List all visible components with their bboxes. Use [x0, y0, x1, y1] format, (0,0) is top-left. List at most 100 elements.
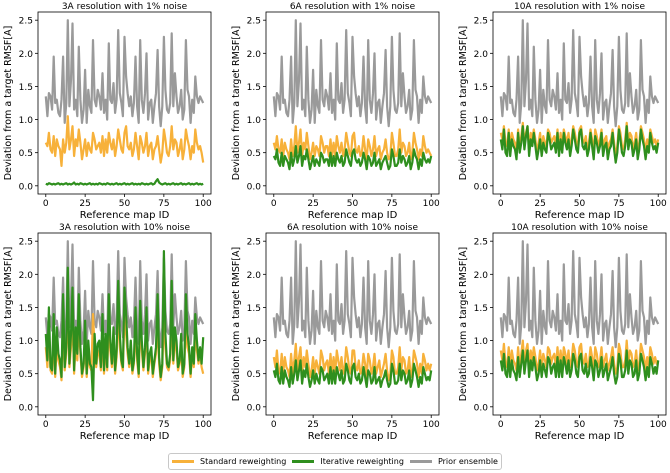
- y-tick-label: 0.5: [247, 149, 261, 159]
- legend-entry-iterative: Iterative reweighting: [292, 457, 404, 466]
- x-tick-label: 0: [43, 199, 49, 209]
- y-tick-label: 0.0: [247, 403, 262, 413]
- y-tick-label: 1.5: [19, 83, 33, 93]
- legend-label-prior: Prior ensemble: [437, 457, 498, 466]
- x-tick-label: 75: [158, 199, 169, 209]
- y-tick-label: 2.5: [474, 17, 488, 27]
- x-tick-label: 25: [307, 420, 318, 430]
- y-tick-label: 0.5: [247, 370, 261, 380]
- y-tick-label: 0.0: [247, 182, 262, 192]
- series-line-prior-ensemble: [272, 19, 433, 128]
- legend-label-standard: Standard reweighting: [200, 457, 287, 466]
- legend-swatch-iterative: [292, 460, 315, 463]
- x-tick-label: 0: [43, 420, 49, 430]
- x-tick-label: 50: [574, 420, 586, 430]
- x-tick-label: 100: [650, 420, 667, 430]
- y-tick-label: 0.5: [474, 149, 488, 159]
- y-tick-label: 1.0: [19, 116, 34, 126]
- x-tick-label: 50: [347, 199, 359, 209]
- panel-4: 3A resolution with 10% noise 0.0 0.5 1.0 1.5…: [3, 223, 212, 442]
- series-line-prior-ensemble: [44, 19, 205, 128]
- y-axis-label: Deviation from a target RMSF[A]: [3, 247, 14, 402]
- series-line-prior-ensemble: [272, 240, 433, 349]
- y-tick-label: 2.0: [19, 271, 34, 281]
- legend-entry-standard: Standard reweighting: [172, 457, 286, 466]
- x-tick-label: 100: [195, 420, 212, 430]
- y-tick-label: 0.0: [19, 182, 34, 192]
- y-tick-label: 2.5: [19, 238, 33, 248]
- y-axis-label: Deviation from a target RMSF[A]: [458, 26, 469, 181]
- y-tick-label: 0.5: [19, 370, 33, 380]
- x-axis-label: Reference map ID: [535, 210, 625, 221]
- series-line-iterative-reweighting: [44, 250, 205, 402]
- y-tick-label: 0.0: [19, 403, 34, 413]
- panel-title: 6A resolution with 1% noise: [290, 2, 416, 12]
- series-line-iterative-reweighting: [499, 349, 660, 385]
- x-tick-label: 25: [79, 199, 90, 209]
- x-axis-label: Reference map ID: [80, 210, 170, 221]
- x-tick-label: 25: [79, 420, 90, 430]
- legend: Standard reweighting Iterative reweighti…: [168, 453, 502, 470]
- panel-title: 3A resolution with 1% noise: [62, 2, 188, 12]
- series-line-prior-ensemble: [499, 240, 660, 349]
- x-tick-label: 75: [158, 420, 169, 430]
- y-tick-label: 2.5: [19, 17, 33, 27]
- series-line-standard-reweighting: [272, 125, 433, 161]
- panel-1: 3A resolution with 1% noise 0.0 0.5 1.0 1.5 2…: [3, 2, 212, 221]
- x-tick-label: 100: [650, 199, 667, 209]
- panel-6: 10A resolution with 10% noise 0.0 0.5 1.0 1.…: [458, 223, 667, 442]
- legend-swatch-prior: [409, 460, 432, 463]
- y-tick-label: 1.5: [247, 83, 261, 93]
- panel-title: 10A resolution with 1% noise: [514, 2, 646, 12]
- x-tick-label: 75: [613, 199, 624, 209]
- y-tick-label: 1.0: [19, 337, 34, 347]
- series-line-iterative-reweighting: [499, 125, 660, 164]
- x-tick-label: 100: [195, 199, 212, 209]
- x-tick-label: 75: [613, 420, 624, 430]
- x-tick-label: 25: [534, 199, 545, 209]
- y-tick-label: 0.5: [474, 370, 488, 380]
- panel-title: 3A resolution with 10% noise: [59, 223, 191, 233]
- series-line-standard-reweighting: [44, 115, 205, 167]
- y-axis-label: Deviation from a target RMSF[A]: [231, 247, 242, 402]
- x-tick-label: 0: [498, 199, 504, 209]
- x-tick-label: 25: [534, 420, 545, 430]
- y-tick-label: 2.5: [247, 17, 261, 27]
- panel-title: 6A resolution with 10% noise: [287, 223, 419, 233]
- series-line-prior-ensemble: [44, 240, 205, 349]
- legend-entry-prior: Prior ensemble: [409, 457, 498, 466]
- x-tick-label: 25: [307, 199, 318, 209]
- y-tick-label: 1.5: [247, 304, 261, 314]
- x-tick-label: 100: [423, 199, 440, 209]
- y-tick-label: 2.0: [19, 50, 34, 60]
- series-line-iterative-reweighting: [272, 145, 433, 171]
- y-axis-label: Deviation from a target RMSF[A]: [231, 26, 242, 181]
- y-tick-label: 0.0: [474, 182, 489, 192]
- panel-2: 6A resolution with 1% noise 0.0 0.5 1.0 1.5 2…: [231, 2, 440, 221]
- x-tick-label: 50: [347, 420, 359, 430]
- series-line-standard-reweighting: [272, 342, 433, 382]
- x-tick-label: 50: [119, 420, 131, 430]
- y-tick-label: 1.5: [474, 83, 488, 93]
- panel-title: 10A resolution with 10% noise: [511, 223, 648, 233]
- y-tick-label: 2.0: [247, 50, 262, 60]
- x-tick-label: 75: [386, 420, 397, 430]
- y-tick-label: 2.0: [474, 271, 489, 281]
- x-axis-label: Reference map ID: [80, 431, 170, 442]
- legend-label-iterative: Iterative reweighting: [320, 457, 404, 466]
- x-tick-label: 0: [498, 420, 504, 430]
- y-tick-label: 1.0: [247, 116, 262, 126]
- y-axis-label: Deviation from a target RMSF[A]: [3, 26, 14, 181]
- y-tick-label: 1.0: [247, 337, 262, 347]
- series-line-prior-ensemble: [499, 19, 660, 128]
- y-tick-label: 2.5: [247, 238, 261, 248]
- x-tick-label: 50: [119, 199, 131, 209]
- y-tick-label: 2.0: [247, 271, 262, 281]
- y-axis-label: Deviation from a target RMSF[A]: [458, 247, 469, 402]
- panel-3: 10A resolution with 1% noise 0.0 0.5 1.0 1.5…: [458, 2, 667, 221]
- x-tick-label: 0: [271, 420, 277, 430]
- y-tick-label: 1.0: [474, 337, 489, 347]
- y-tick-label: 1.0: [474, 116, 489, 126]
- x-axis-label: Reference map ID: [308, 431, 398, 442]
